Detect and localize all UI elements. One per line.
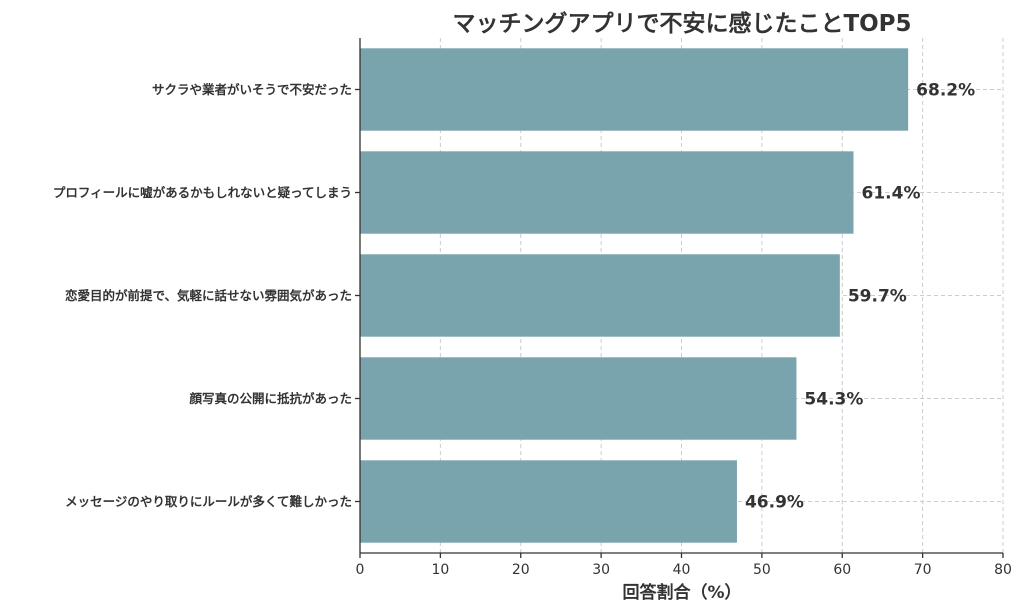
data-label-3: 54.3% xyxy=(804,390,863,410)
x-tick-label-3: 30 xyxy=(592,562,610,578)
x-tick-label-0: 0 xyxy=(356,562,365,578)
bar-4 xyxy=(360,460,737,543)
y-category-label-1: プロフィールに嘘があるかもしれないと疑ってしまう xyxy=(53,185,352,200)
x-tick-label-6: 60 xyxy=(833,562,851,578)
x-tick-label-5: 50 xyxy=(753,562,771,578)
x-tick-label-1: 10 xyxy=(431,562,449,578)
bar-3 xyxy=(360,357,797,440)
x-tick-labels: 0 10 20 30 40 50 60 70 80 xyxy=(356,553,1012,578)
data-labels: 68.2% 61.4% 59.7% 54.3% 46.9% xyxy=(745,81,975,513)
data-label-1: 61.4% xyxy=(862,184,921,204)
y-category-label-4: メッセージのやり取りにルールが多くて難しかった xyxy=(65,494,352,509)
x-axis-label: 回答割合（%） xyxy=(622,582,741,603)
bar-2 xyxy=(360,254,840,337)
x-tick-label-2: 20 xyxy=(512,562,530,578)
y-category-label-2: 恋愛目的が前提で、気軽に話せない雰囲気があった xyxy=(65,288,352,303)
bar-0 xyxy=(360,48,909,131)
y-category-label-3: 顔写真の公開に抵抗があった xyxy=(188,391,352,406)
y-category-labels: サクラや業者がいそうで不安だったプロフィールに嘘があるかもしれないと疑ってしまう… xyxy=(53,82,360,509)
x-tick-label-4: 40 xyxy=(673,562,691,578)
bars xyxy=(360,48,909,543)
data-label-0: 68.2% xyxy=(916,81,975,101)
data-label-4: 46.9% xyxy=(745,493,804,513)
x-tick-label-8: 80 xyxy=(994,562,1012,578)
data-label-2: 59.7% xyxy=(848,287,907,307)
bar-1 xyxy=(360,151,854,234)
x-tick-label-7: 70 xyxy=(914,562,932,578)
chart-title: マッチングアプリで不安に感じたことTOP5 xyxy=(452,10,911,37)
y-category-label-0: サクラや業者がいそうで不安だった xyxy=(152,82,352,97)
